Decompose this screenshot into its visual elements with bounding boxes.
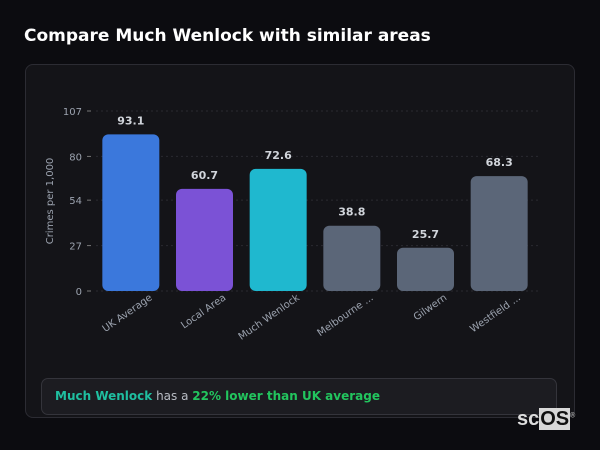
y-tick-label: 54 (69, 196, 82, 207)
bar (176, 188, 233, 291)
insight-area: Much Wenlock (55, 389, 153, 403)
data-label: 25.7 (412, 228, 439, 241)
logo: scOS® (517, 408, 575, 431)
bar (397, 247, 454, 291)
logo-text: sc (517, 408, 540, 430)
bar (470, 176, 528, 291)
data-label: 72.6 (265, 149, 292, 162)
y-tick-label: 27 (69, 242, 82, 253)
bar (323, 225, 381, 291)
page-title: Compare Much Wenlock with similar areas (24, 26, 431, 46)
x-tick-label: Melbourne ... (316, 292, 376, 339)
y-tick-label: 0 (76, 287, 82, 298)
data-label: 68.3 (486, 156, 513, 169)
y-tick-label: 80 (69, 152, 82, 163)
x-tick-label: Local Area (179, 292, 228, 331)
data-label: 60.7 (191, 169, 218, 182)
data-label: 38.8 (338, 206, 365, 219)
logo-text-os: OS (539, 408, 571, 430)
x-tick-label: Westfield ... (468, 292, 523, 335)
y-tick-label: 107 (63, 107, 82, 118)
insight-comparison: 22% lower than UK average (192, 389, 380, 403)
x-tick-label: UK Average (101, 292, 155, 334)
insight-middle: has a (152, 389, 193, 403)
data-label: 93.1 (117, 114, 144, 127)
x-tick-label: Much Wenlock (237, 292, 302, 342)
y-axis-label: Crimes per 1,000 (45, 158, 56, 245)
x-tick-label: Gilwern (412, 292, 449, 323)
insight-box: Much Wenlock has a 22% lower than UK ave… (41, 378, 557, 415)
bar (249, 168, 307, 291)
bar (102, 134, 160, 291)
logo-mark: ® (570, 412, 576, 420)
